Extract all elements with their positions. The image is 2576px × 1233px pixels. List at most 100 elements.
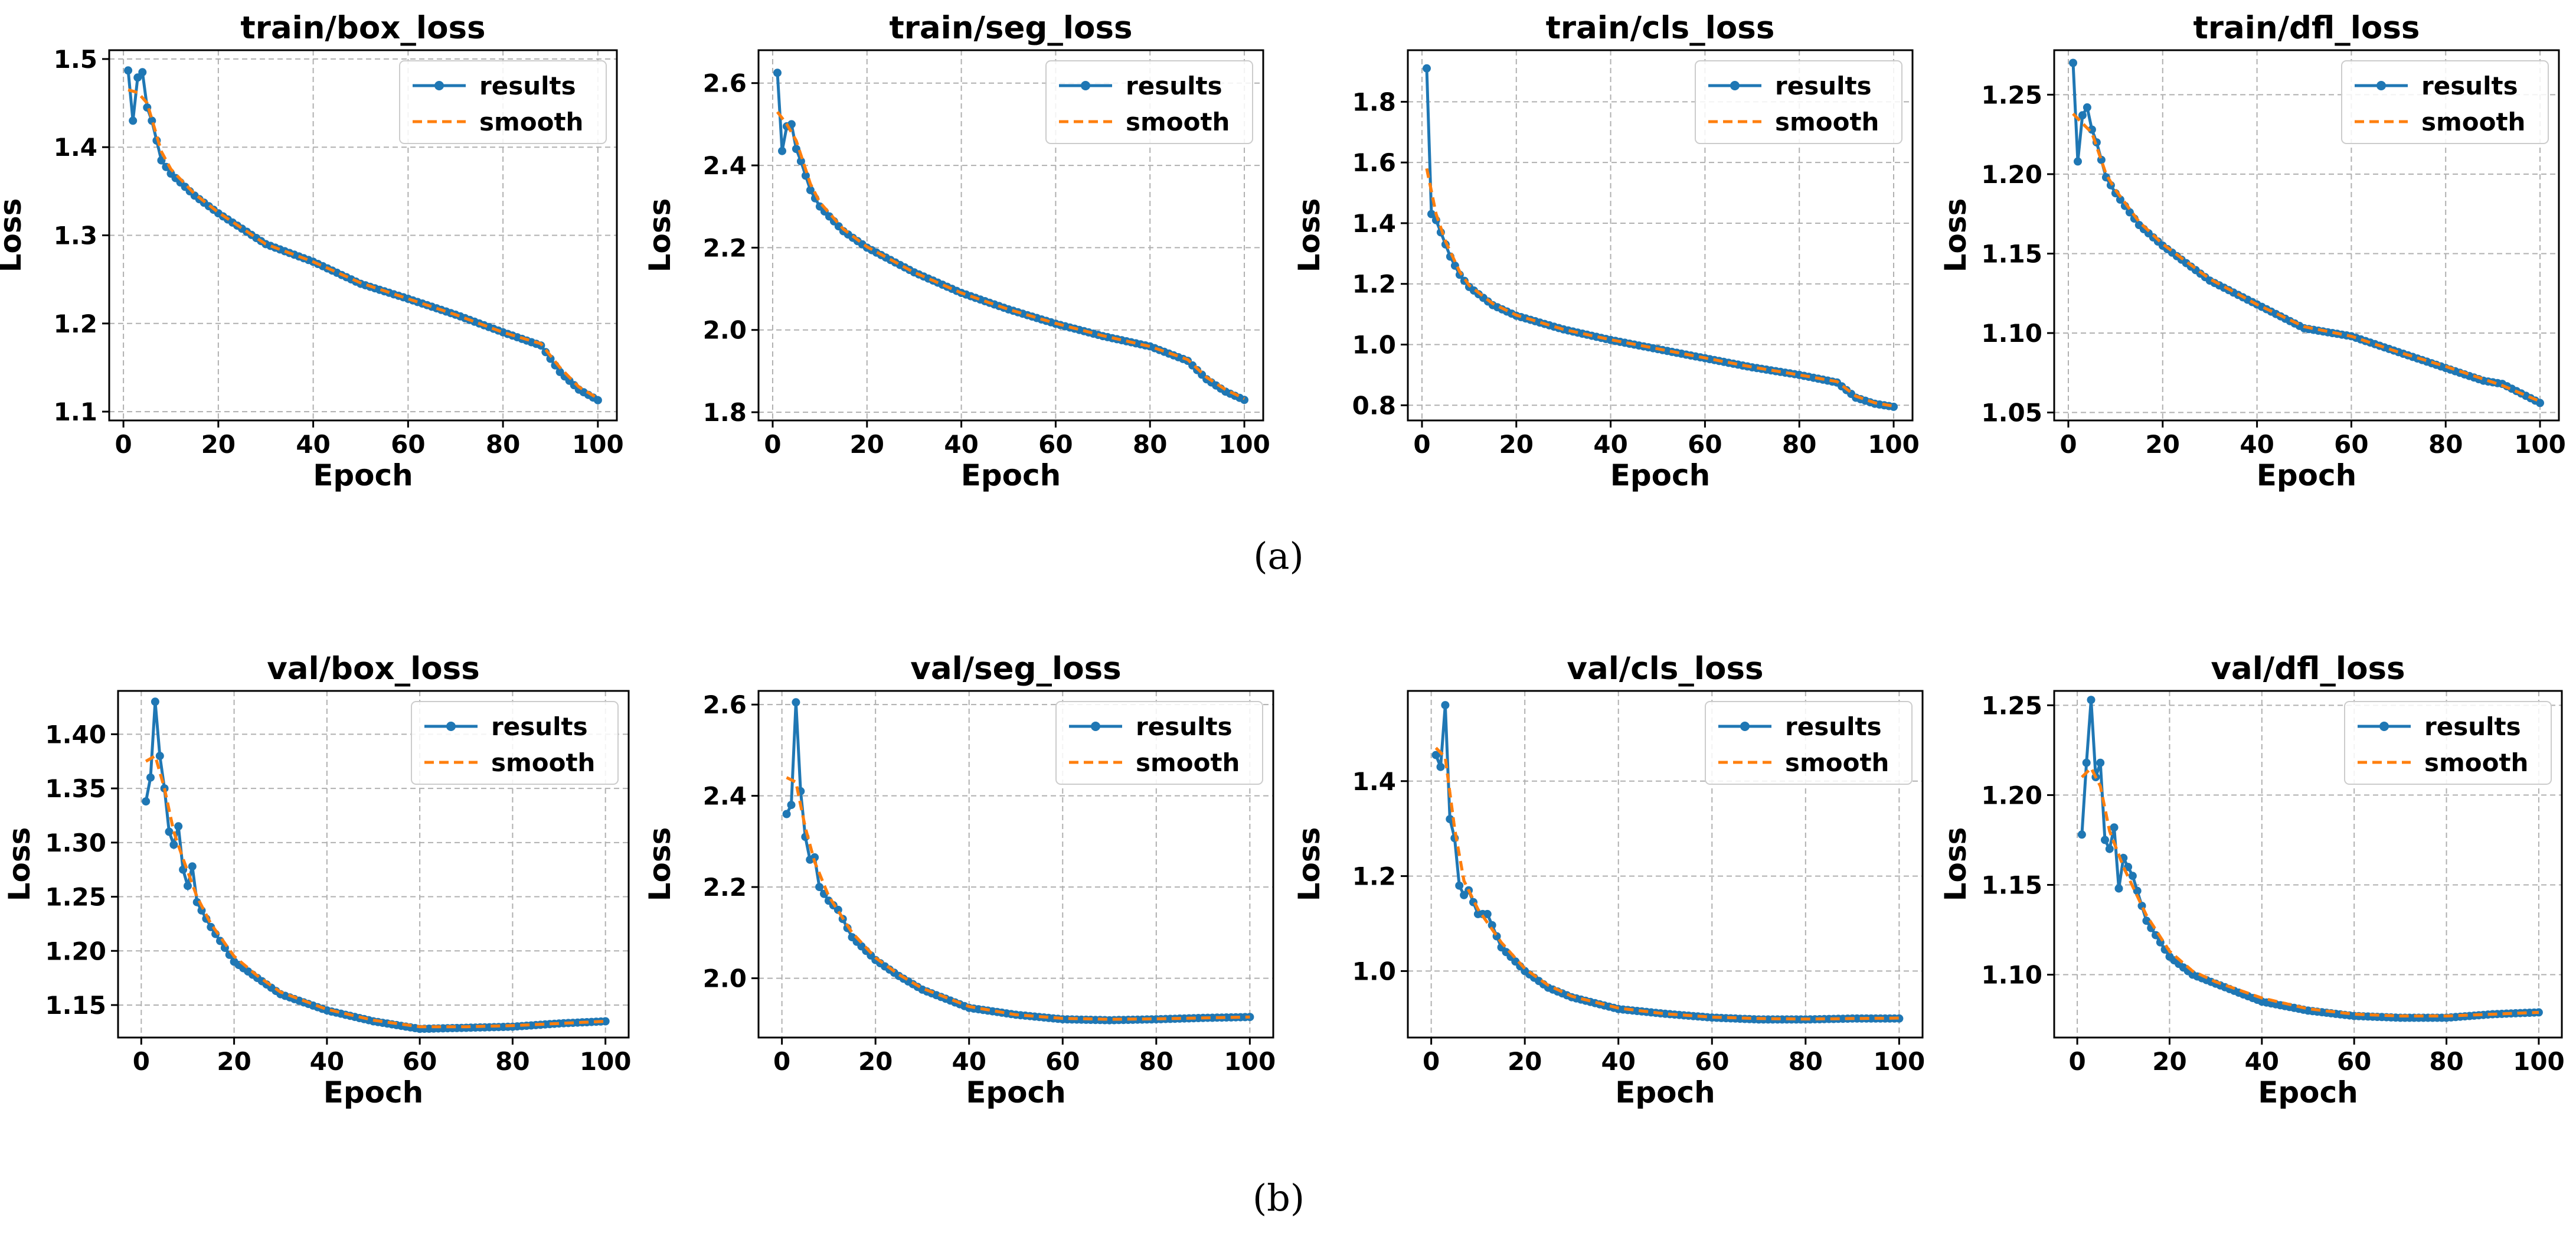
y-tick-label: 1.2 [1352, 862, 1396, 891]
data-point [188, 862, 197, 871]
data-point [2083, 103, 2091, 112]
x-tick-label: 20 [1499, 430, 1534, 459]
data-point [146, 773, 155, 782]
legend: results smooth [2341, 60, 2549, 144]
y-tick-label: 1.25 [1981, 80, 2042, 109]
x-tick-label: 20 [2146, 430, 2180, 459]
data-point [2110, 823, 2119, 832]
x-tick-label: 20 [217, 1047, 251, 1076]
data-point [773, 68, 782, 77]
y-tick-label: 1.20 [1981, 781, 2042, 810]
x-tick-label: 100 [2513, 1047, 2565, 1076]
series-line-smooth-overlay [145, 754, 606, 1029]
y-tick-label: 2.4 [703, 782, 747, 811]
data-point [1240, 396, 1248, 405]
legend-smooth-label: smooth [479, 107, 583, 136]
chart-title: train/cls_loss [1546, 10, 1775, 46]
x-tick-label: 0 [115, 430, 132, 459]
legend-smooth-label: smooth [1785, 748, 1889, 777]
data-point [2074, 157, 2082, 166]
x-tick-label: 20 [201, 430, 236, 459]
chart-title: train/dfl_loss [2193, 10, 2420, 46]
data-point [806, 185, 815, 194]
x-tick-label: 60 [1038, 430, 1073, 459]
y-axis-label: Loss [643, 198, 677, 273]
y-tick-label: 1.20 [1981, 160, 2042, 189]
chart-title: val/dfl_loss [2211, 651, 2405, 687]
x-tick-label: 60 [2337, 1047, 2371, 1076]
y-tick-label: 2.6 [703, 69, 747, 98]
y-tick-label: 1.40 [45, 720, 106, 749]
data-point [815, 883, 824, 892]
x-tick-label: 100 [1224, 1047, 1276, 1076]
data-point [142, 797, 151, 806]
data-point [2128, 872, 2137, 880]
y-tick-label: 1.25 [45, 883, 106, 912]
y-axis-label: Loss [1938, 827, 1973, 902]
x-tick-label: 20 [858, 1047, 893, 1076]
legend-results-marker [2379, 722, 2389, 731]
chart-4: 0 20 40 60 80 100 1.15 1.20 1.25 1.30 1.35 1.40 val/… [2, 651, 632, 1110]
legend-results-marker [1091, 722, 1100, 731]
y-tick-label: 1.20 [45, 937, 106, 965]
y-tick-label: 1.30 [45, 828, 106, 857]
series-line-smooth-overlay [1425, 168, 1894, 408]
x-tick-label: 60 [403, 1047, 437, 1076]
legend-results-label: results [1136, 712, 1233, 741]
y-tick-label: 1.15 [45, 991, 106, 1020]
x-axis-label: Epoch [961, 458, 1061, 492]
x-tick-label: 80 [2429, 1047, 2463, 1076]
series-line-smooth-overlay [1434, 746, 1900, 1021]
y-axis-label: Loss [643, 827, 677, 902]
results-markers [782, 698, 1254, 1025]
chart-0: 0 20 40 60 80 100 1.1 1.2 1.3 1.4 1.5 train/box_los… [0, 10, 624, 492]
data-point [1488, 921, 1496, 929]
legend-results-label: results [491, 712, 588, 741]
x-tick-label: 40 [944, 430, 978, 459]
data-point [2101, 836, 2109, 844]
legend-results-marker [1730, 81, 1740, 90]
x-tick-label: 20 [1508, 1047, 1542, 1076]
chart-title: val/seg_loss [910, 651, 1121, 687]
legend-smooth-label: smooth [1136, 748, 1240, 777]
legend: results smooth [1705, 701, 1913, 785]
x-tick-label: 0 [2060, 430, 2077, 459]
data-point [2069, 58, 2077, 67]
y-tick-label: 1.4 [54, 133, 97, 162]
caption-a: (a) [1253, 534, 1303, 578]
data-point [782, 810, 791, 818]
x-tick-label: 100 [1874, 1047, 1926, 1076]
data-point [2078, 111, 2087, 120]
data-point [778, 146, 786, 155]
x-tick-label: 40 [310, 1047, 344, 1076]
x-axis-label: Epoch [1615, 1075, 1715, 1110]
y-axis-label: Loss [1292, 827, 1326, 902]
plot-frame [117, 690, 630, 1039]
x-tick-label: 60 [2334, 430, 2368, 459]
y-tick-label: 1.15 [1981, 239, 2042, 268]
x-tick-label: 100 [572, 430, 624, 459]
legend-results-label: results [2424, 712, 2521, 741]
plot-frame [1407, 49, 1914, 422]
x-tick-label: 40 [296, 430, 330, 459]
legend-results-marker [2376, 81, 2386, 90]
y-tick-label: 1.25 [1981, 691, 2042, 720]
data-point [2142, 916, 2151, 925]
x-tick-label: 20 [850, 430, 884, 459]
y-tick-label: 1.0 [1352, 957, 1396, 986]
y-tick-label: 1.15 [1981, 870, 2042, 899]
y-tick-label: 1.3 [54, 221, 97, 250]
data-point [138, 68, 147, 77]
x-tick-label: 40 [2240, 430, 2274, 459]
data-point [796, 157, 805, 166]
x-axis-label: Epoch [2257, 458, 2357, 492]
y-tick-label: 1.4 [1352, 767, 1396, 796]
y-tick-label: 2.0 [703, 964, 747, 993]
data-point [1446, 815, 1454, 824]
y-axis-label: Loss [0, 198, 28, 273]
plot-frame [757, 49, 1264, 422]
y-tick-label: 1.05 [1981, 399, 2042, 428]
legend-results-label: results [1785, 712, 1882, 741]
plot-frame [2053, 690, 2563, 1039]
legend-smooth-label: smooth [1126, 107, 1230, 136]
